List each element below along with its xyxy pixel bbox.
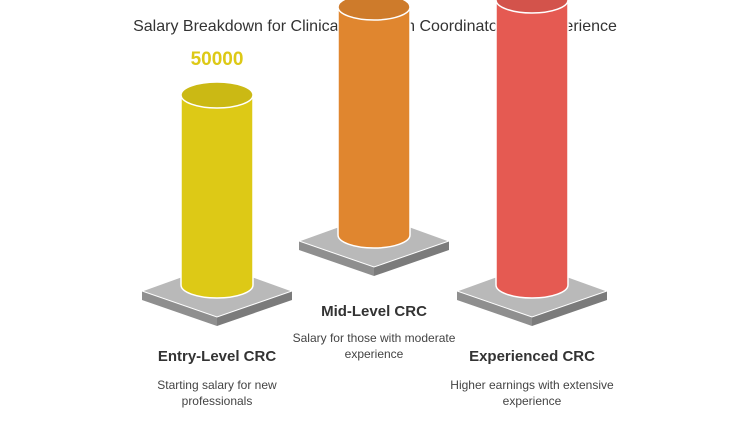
description-entry-level: Starting salary for new professionals: [157, 378, 277, 408]
platform-left-side-mid-level: [299, 241, 374, 276]
description-experienced: Higher earnings with extensive experienc…: [450, 378, 614, 408]
category-label-entry-level: Entry-Level CRC: [157, 348, 277, 365]
category-label-experienced: Experienced CRC: [469, 348, 595, 365]
bar-top-experienced: [495, 0, 569, 14]
bar-entry-level: [180, 94, 254, 299]
bar-top-entry-level: [180, 81, 254, 109]
bar-top-mid-level: [337, 0, 411, 21]
bar-mid-level: [337, 6, 411, 249]
value-label-entry-level: 50000: [190, 49, 244, 70]
category-label-mid-level: Mid-Level CRC: [321, 303, 427, 320]
description-mid-level: Salary for those with moderate experienc…: [292, 331, 456, 361]
platform-left-side-experienced: [457, 291, 532, 326]
platform-left-side-entry-level: [142, 291, 217, 326]
platform-right-side-entry-level: [217, 291, 292, 326]
bar-experienced: [495, 0, 569, 299]
platform-right-side-mid-level: [374, 241, 449, 276]
platform-right-side-experienced: [532, 291, 607, 326]
